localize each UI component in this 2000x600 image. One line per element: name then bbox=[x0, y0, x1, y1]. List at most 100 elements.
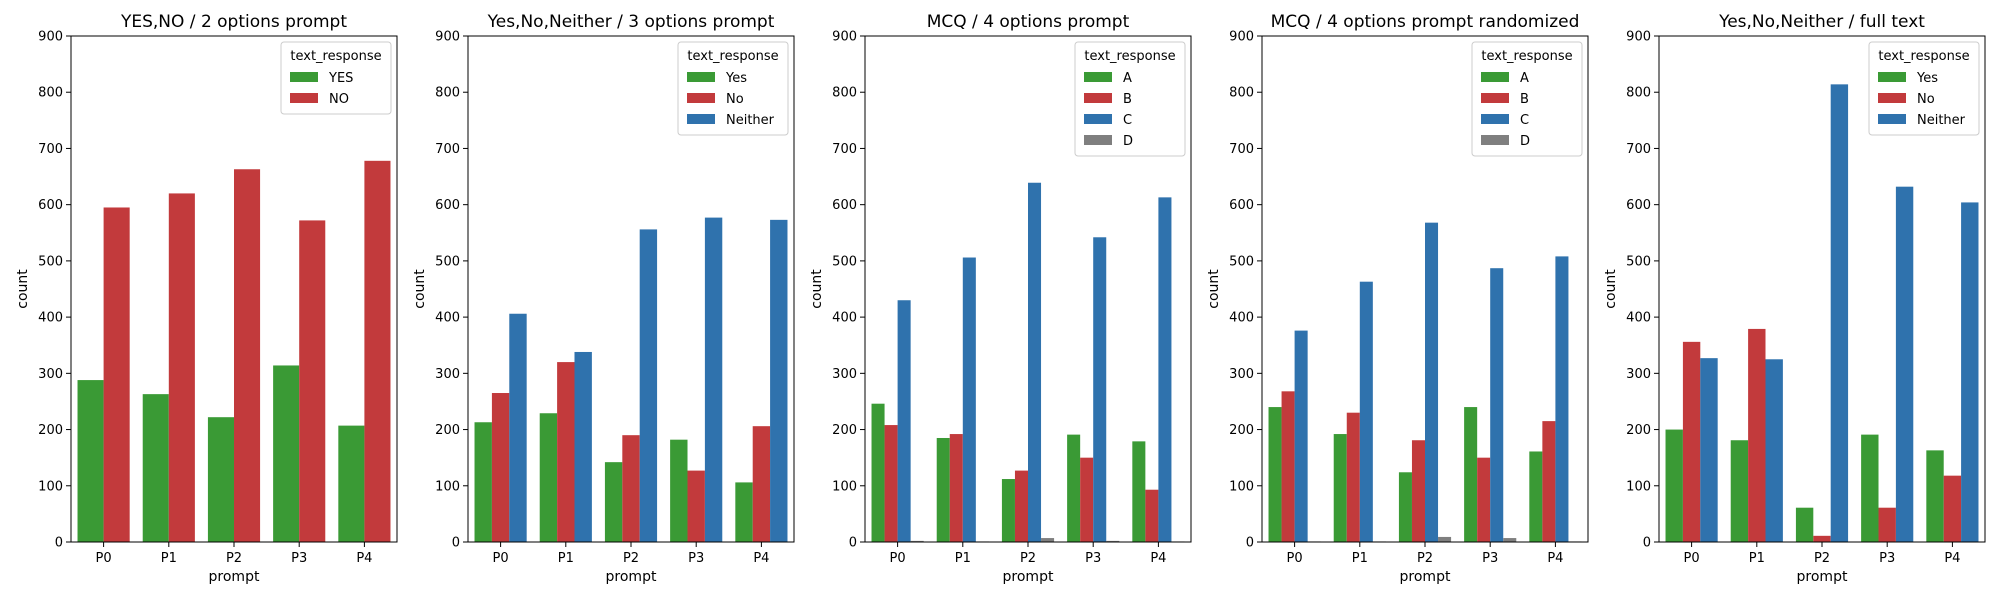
bar-b-p2 bbox=[1411, 440, 1425, 542]
bar-c-p1 bbox=[962, 257, 976, 542]
x-tick-label: P3 bbox=[291, 551, 307, 566]
bar-c-p4 bbox=[1555, 256, 1569, 542]
x-axis-label: prompt bbox=[1003, 569, 1054, 585]
bar-yes-p1 bbox=[539, 413, 558, 542]
bar-no-p2 bbox=[234, 169, 261, 542]
legend-label-yes: Yes bbox=[725, 71, 747, 86]
x-axis-label: prompt bbox=[1400, 569, 1451, 585]
legend-label-d: D bbox=[1520, 134, 1530, 149]
legend-box bbox=[1074, 41, 1186, 157]
y-tick-label: 200 bbox=[435, 423, 460, 438]
bar-c-p2 bbox=[1425, 222, 1439, 542]
legend-swatch-yes bbox=[687, 72, 715, 82]
bar-no-p0 bbox=[491, 393, 510, 542]
bar-neither-p4 bbox=[1961, 202, 1979, 543]
legend-title: text_response bbox=[687, 49, 778, 64]
legend-box bbox=[1471, 41, 1583, 157]
y-tick-label: 500 bbox=[1229, 254, 1254, 269]
chart-title: Yes,No,Neither / 3 options prompt bbox=[487, 12, 775, 32]
chart-title: MCQ / 4 options prompt randomized bbox=[1271, 12, 1580, 32]
legend-swatch-d bbox=[1084, 135, 1112, 145]
bar-c-p2 bbox=[1028, 182, 1042, 543]
legend-box bbox=[1868, 41, 1980, 136]
bar-no-p2 bbox=[622, 435, 640, 542]
legend: text_response YES NO bbox=[280, 41, 392, 115]
y-tick-label: 600 bbox=[38, 198, 63, 213]
x-tick-label: P0 bbox=[1287, 551, 1303, 566]
legend-label-no: No bbox=[726, 92, 744, 107]
legend-label-d: D bbox=[1123, 134, 1133, 149]
y-tick-label: 300 bbox=[435, 367, 460, 382]
y-tick-label: 400 bbox=[38, 311, 63, 326]
bar-d-p2 bbox=[1438, 536, 1452, 542]
x-tick-label: P0 bbox=[890, 551, 906, 566]
bar-yes-p3 bbox=[670, 439, 688, 542]
bar-yes-p1 bbox=[1730, 440, 1749, 542]
bar-b-p1 bbox=[949, 434, 963, 542]
bar-neither-p1 bbox=[1765, 359, 1783, 542]
bar-yes-p3 bbox=[273, 365, 300, 542]
bar-neither-p1 bbox=[574, 351, 592, 542]
bar-a-p3 bbox=[1067, 434, 1081, 542]
bar-c-p3 bbox=[1490, 268, 1504, 542]
bar-b-p3 bbox=[1477, 457, 1491, 542]
bar-no-p4 bbox=[364, 160, 391, 542]
bar-b-p4 bbox=[1542, 421, 1556, 542]
y-tick-label: 0 bbox=[55, 536, 63, 551]
chart-panel-2: Yes,No,Neither / 3 options prompt 0 100 200… bbox=[412, 12, 795, 585]
chart-panel-3: MCQ / 4 options prompt 0 100 200 300 400 500 60… bbox=[809, 12, 1192, 585]
y-axis-label: count bbox=[1206, 269, 1222, 309]
bar-neither-p0 bbox=[509, 313, 527, 542]
y-tick-label: 700 bbox=[1626, 142, 1651, 157]
bars bbox=[1665, 84, 1979, 543]
bar-no-p4 bbox=[752, 426, 771, 542]
x-tick-label: P3 bbox=[1085, 551, 1101, 566]
bar-d-p2 bbox=[1041, 538, 1055, 542]
legend-label-c: C bbox=[1123, 113, 1132, 128]
x-tick-label: P3 bbox=[688, 551, 704, 566]
x-tick-label: P2 bbox=[1814, 551, 1830, 566]
x-tick-label: P0 bbox=[1684, 551, 1700, 566]
bar-a-p0 bbox=[1268, 407, 1282, 542]
bar-yes-p1 bbox=[142, 394, 169, 542]
y-tick-label: 500 bbox=[38, 254, 63, 269]
y-tick-label: 900 bbox=[832, 30, 857, 45]
bar-a-p3 bbox=[1464, 407, 1478, 542]
bar-yes-p4 bbox=[735, 482, 753, 542]
bar-c-p0 bbox=[897, 300, 911, 542]
y-tick-label: 0 bbox=[1246, 536, 1254, 551]
y-tick-label: 800 bbox=[38, 86, 63, 101]
legend-title: text_response bbox=[1878, 49, 1969, 64]
y-tick-label: 500 bbox=[832, 254, 857, 269]
legend-swatch-a bbox=[1481, 72, 1509, 82]
x-tick-label: P4 bbox=[356, 551, 372, 566]
y-tick-label: 900 bbox=[1626, 30, 1651, 45]
bar-yes-p2 bbox=[1795, 507, 1814, 542]
bar-neither-p3 bbox=[704, 217, 723, 542]
bar-no-p3 bbox=[299, 220, 326, 542]
bar-a-p2 bbox=[1398, 472, 1412, 542]
y-tick-label: 800 bbox=[435, 86, 460, 101]
bar-no-p1 bbox=[1748, 328, 1766, 542]
chart-title: Yes,No,Neither / full text bbox=[1718, 12, 1925, 32]
legend-swatch-no bbox=[687, 93, 715, 103]
bar-a-p1 bbox=[1333, 434, 1347, 542]
y-tick-label: 100 bbox=[435, 479, 460, 494]
x-tick-label: P2 bbox=[226, 551, 242, 566]
y-tick-label: 200 bbox=[832, 423, 857, 438]
bar-no-p0 bbox=[103, 207, 130, 543]
bar-no-p3 bbox=[1878, 507, 1896, 542]
y-tick-label: 400 bbox=[435, 311, 460, 326]
x-tick-label: P1 bbox=[558, 551, 574, 566]
x-tick-label: P1 bbox=[955, 551, 971, 566]
chart-title: MCQ / 4 options prompt bbox=[927, 12, 1130, 32]
y-tick-label: 800 bbox=[1626, 86, 1651, 101]
bar-yes-p2 bbox=[207, 417, 234, 542]
legend-swatch-neither bbox=[687, 114, 715, 124]
y-tick-label: 300 bbox=[1626, 367, 1651, 382]
y-tick-label: 800 bbox=[1229, 86, 1254, 101]
bars bbox=[1268, 222, 1582, 542]
